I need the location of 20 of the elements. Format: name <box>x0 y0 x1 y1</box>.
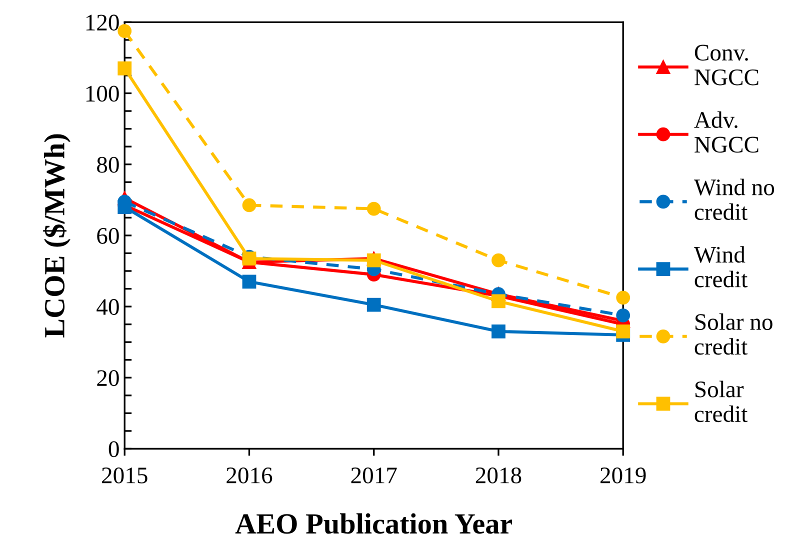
y-tick-label: 20 <box>97 370 119 386</box>
legend-label: Wind credit <box>694 246 748 288</box>
legend-label: Adv. NGCC <box>694 111 758 153</box>
x-tick-label: 2017 <box>351 467 397 484</box>
legend-label: Solar credit <box>694 380 748 422</box>
x-tick-label: 2019 <box>600 467 646 484</box>
x-tick-label: 2018 <box>476 467 522 484</box>
x-axis-title: AEO Publication Year <box>235 513 512 534</box>
legend-label: Wind no credit <box>694 178 774 220</box>
y-tick-label: 60 <box>97 228 119 244</box>
legend-label: Solar no credit <box>694 313 772 355</box>
x-tick-label: 2016 <box>226 467 272 484</box>
x-tick-label: 2015 <box>102 467 148 484</box>
y-tick-label: 120 <box>86 14 119 31</box>
y-tick-label: 40 <box>96 299 119 315</box>
y-tick-label: 100 <box>86 86 119 102</box>
y-axis-title: LCOE ($/MWh) <box>43 134 70 338</box>
y-tick-label: 0 <box>108 441 119 458</box>
legend-label: Conv. NGCC <box>694 44 758 86</box>
y-tick-label: 80 <box>97 156 119 173</box>
